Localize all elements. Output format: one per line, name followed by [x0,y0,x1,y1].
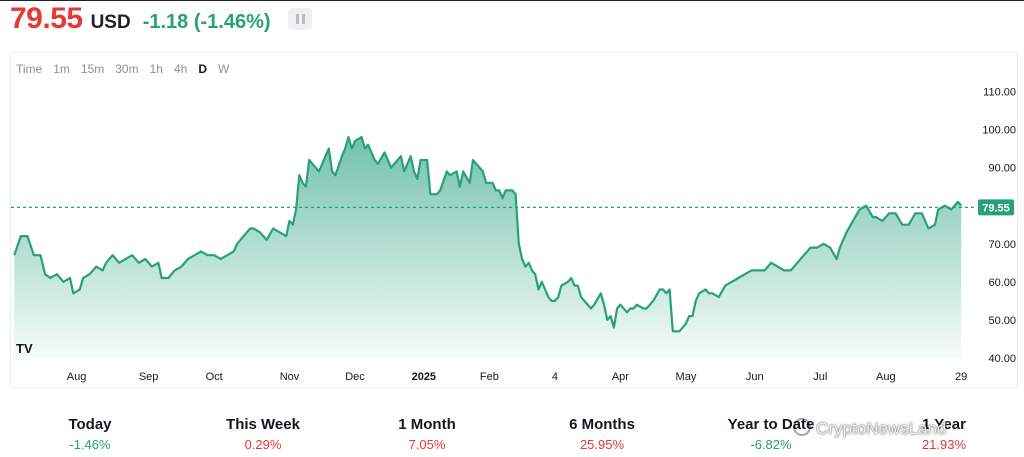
x-tick-label: Aug [876,371,896,383]
x-tick-label: Jul [813,371,827,383]
timeframe-time[interactable]: Time [16,62,43,76]
stat-today: Today -1.46% [10,416,170,452]
timeframe-4h[interactable]: 4h [173,62,188,76]
current-price: 79.55 [10,2,83,35]
y-tick-label: 70.00 [988,239,1016,251]
y-tick-label: 50.00 [988,315,1016,327]
x-tick-label: Sep [139,371,159,383]
top-border [0,0,1024,1]
x-tick-label: 2025 [412,371,436,383]
stat-label: Year to Date [727,416,815,433]
stat-label: This Week [226,416,300,433]
stat-value: -6.82% [750,437,792,452]
stat-value: 25.95% [579,437,625,452]
chart-frame [10,52,1018,388]
watermark: CryptoNewsLand [793,418,946,439]
stat-value: 21.93% [921,437,967,452]
stat-label: 6 Months [569,416,635,433]
x-tick-label: Nov [280,371,300,383]
performance-stats: Today -1.46% This Week 0.29% 1 Month 7.05% 6 M… [0,416,1024,457]
pause-icon-bar-left [295,14,299,24]
price-chart[interactable]: 79.55 40.00 50.00 60.00 70.00 90.00 100.00 110… [0,0,1024,400]
x-tick-label: Dec [345,371,365,383]
price-header: 79.55 USD -1.18 (-1.46%) [10,2,271,36]
x-tick-label: May [676,371,697,383]
current-price-marker-label: 79.55 [982,202,1010,214]
stat-value: 7.05% [408,437,446,452]
stat-value: -1.46% [69,437,111,452]
stat-1-month: 1 Month 7.05% [347,416,507,452]
x-tick-label: Apr [612,371,629,383]
x-tick-label: 29 [955,371,967,383]
pause-icon-bar-right [301,14,305,24]
stat-1-year: 1 Year 21.93% [864,416,1024,452]
x-tick-label: Oct [206,371,223,383]
stat-value: 0.29% [244,437,282,452]
y-tick-label: 100.00 [982,125,1016,137]
stat-this-week: This Week 0.29% [183,416,343,452]
stat-label: Today [68,416,112,433]
stat-label: 1 Year [922,416,966,433]
timeframe-w[interactable]: W [217,62,230,76]
watermark-icon [793,418,811,436]
y-tick-label: 40.00 [988,353,1016,365]
timeframe-1m[interactable]: 1m [53,62,70,76]
price-change: -1.18 (-1.46%) [142,11,271,33]
y-tick-label: 110.00 [983,86,1016,98]
stat-year-to-date: Year to Date -6.82% [691,416,851,452]
currency-label: USD [90,12,131,33]
price-line [13,136,963,333]
price-area [14,137,962,358]
stat-label: 1 Month [398,416,456,433]
x-tick-label: Jun [746,371,764,383]
y-tick-label: 90.00 [988,163,1016,175]
timeframe-1h[interactable]: 1h [149,62,163,76]
x-tick-label: Feb [480,371,499,383]
x-tick-label: Aug [67,371,87,383]
current-price-marker [978,199,1014,216]
y-tick-label: 60.00 [988,277,1016,289]
tradingview-logo-icon: TV [16,341,33,356]
watermark-text: CryptoNewsLand [816,419,947,438]
timeframe-15m[interactable]: 15m [80,62,105,76]
stat-6-months: 6 Months 25.95% [522,416,682,452]
timeframe-d[interactable]: D [198,62,207,76]
x-tick-label: 4 [552,371,558,383]
timeframe-30m[interactable]: 30m [115,62,139,76]
pause-button[interactable] [288,8,312,30]
timeframe-toolbar: Time 1m 15m 30m 1h 4h D W [16,62,240,76]
